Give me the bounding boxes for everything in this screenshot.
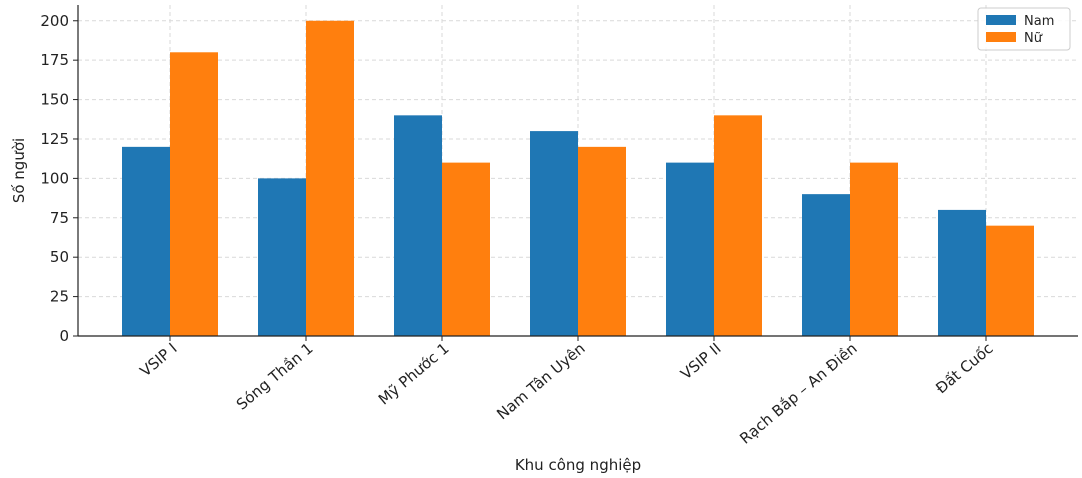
- legend-swatch: [986, 15, 1016, 25]
- y-axis-title: Số người: [10, 138, 28, 203]
- bar-nam: [394, 115, 442, 336]
- bar-nu: [578, 146, 626, 336]
- y-tick-label: 175: [40, 51, 69, 69]
- y-tick-label: 0: [59, 327, 69, 345]
- y-tick-label: 125: [40, 130, 69, 148]
- x-axis-ticks: VSIP I Sóng Thần 1 Mỹ Phước 1 Nam Tân Uyên V…: [136, 336, 997, 448]
- bar-nam: [666, 162, 714, 336]
- x-tick-label: Nam Tân Uyên: [493, 339, 588, 423]
- bar-nam: [258, 178, 306, 336]
- bar-nam: [802, 194, 850, 336]
- x-tick-label: VSIP II: [677, 339, 724, 383]
- bar-nu: [170, 52, 218, 337]
- y-tick-label: 100: [40, 169, 69, 187]
- y-axis-ticks: 0 25 50 75 100 125 150 175 200: [40, 12, 78, 345]
- y-tick-label: 25: [50, 288, 69, 306]
- x-tick-label: Mỹ Phước 1: [375, 339, 453, 408]
- legend-label: Nam: [1024, 14, 1054, 29]
- bar-nu: [714, 115, 762, 336]
- bar-nu: [442, 162, 490, 336]
- x-tick-label: Rạch Bắp – An Điền: [736, 339, 860, 447]
- x-axis-title: Khu công nghiệp: [515, 456, 641, 474]
- bar-nu: [986, 225, 1034, 336]
- x-tick-label: Đất Cuốc: [932, 339, 996, 397]
- bar-nu: [306, 20, 354, 337]
- x-tick-label: VSIP I: [136, 339, 180, 380]
- y-tick-label: 150: [40, 91, 69, 109]
- legend-label: Nữ: [1024, 31, 1043, 46]
- bar-nu: [850, 162, 898, 336]
- bar-nam: [530, 131, 578, 336]
- y-tick-label: 75: [50, 209, 69, 227]
- y-tick-label: 50: [50, 248, 69, 266]
- legend-swatch: [986, 32, 1016, 42]
- bar-nam: [122, 146, 170, 336]
- bar-nam: [938, 209, 986, 336]
- bars: [122, 20, 1034, 337]
- y-tick-label: 200: [40, 12, 69, 30]
- x-tick-label: Sóng Thần 1: [233, 339, 317, 413]
- legend: Nam Nữ: [977, 7, 1071, 51]
